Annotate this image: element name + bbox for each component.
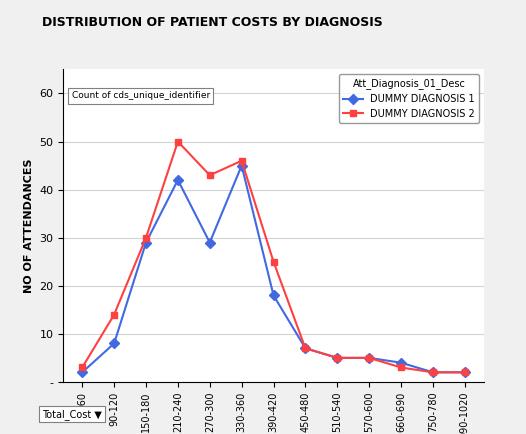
- DUMMY DIAGNOSIS 1: [238, 163, 245, 168]
- Text: Count of cds_unique_identifier: Count of cds_unique_identifier: [72, 91, 210, 100]
- DUMMY DIAGNOSIS 2: [143, 235, 149, 240]
- DUMMY DIAGNOSIS 1: [334, 355, 340, 361]
- Y-axis label: NO OF ATTENDANCES: NO OF ATTENDANCES: [24, 158, 34, 293]
- DUMMY DIAGNOSIS 2: [270, 259, 277, 264]
- DUMMY DIAGNOSIS 1: [302, 345, 309, 351]
- DUMMY DIAGNOSIS 1: [398, 360, 404, 365]
- DUMMY DIAGNOSIS 1: [270, 293, 277, 298]
- DUMMY DIAGNOSIS 1: [111, 341, 117, 346]
- Line: DUMMY DIAGNOSIS 1: DUMMY DIAGNOSIS 1: [79, 162, 468, 376]
- DUMMY DIAGNOSIS 1: [143, 240, 149, 245]
- DUMMY DIAGNOSIS 2: [302, 345, 309, 351]
- DUMMY DIAGNOSIS 1: [462, 370, 468, 375]
- DUMMY DIAGNOSIS 2: [111, 312, 117, 317]
- DUMMY DIAGNOSIS 2: [366, 355, 372, 361]
- DUMMY DIAGNOSIS 1: [430, 370, 436, 375]
- DUMMY DIAGNOSIS 2: [430, 370, 436, 375]
- DUMMY DIAGNOSIS 2: [207, 173, 213, 178]
- DUMMY DIAGNOSIS 2: [334, 355, 340, 361]
- Line: DUMMY DIAGNOSIS 2: DUMMY DIAGNOSIS 2: [79, 138, 468, 376]
- DUMMY DIAGNOSIS 1: [79, 370, 85, 375]
- DUMMY DIAGNOSIS 2: [398, 365, 404, 370]
- DUMMY DIAGNOSIS 2: [238, 158, 245, 163]
- Legend: DUMMY DIAGNOSIS 1, DUMMY DIAGNOSIS 2: DUMMY DIAGNOSIS 1, DUMMY DIAGNOSIS 2: [339, 74, 479, 123]
- DUMMY DIAGNOSIS 2: [462, 370, 468, 375]
- Text: DISTRIBUTION OF PATIENT COSTS BY DIAGNOSIS: DISTRIBUTION OF PATIENT COSTS BY DIAGNOS…: [42, 16, 383, 29]
- DUMMY DIAGNOSIS 1: [207, 240, 213, 245]
- DUMMY DIAGNOSIS 2: [175, 139, 181, 144]
- DUMMY DIAGNOSIS 1: [175, 178, 181, 183]
- Text: Total_Cost ▼: Total_Cost ▼: [42, 409, 102, 420]
- DUMMY DIAGNOSIS 2: [79, 365, 85, 370]
- DUMMY DIAGNOSIS 1: [366, 355, 372, 361]
